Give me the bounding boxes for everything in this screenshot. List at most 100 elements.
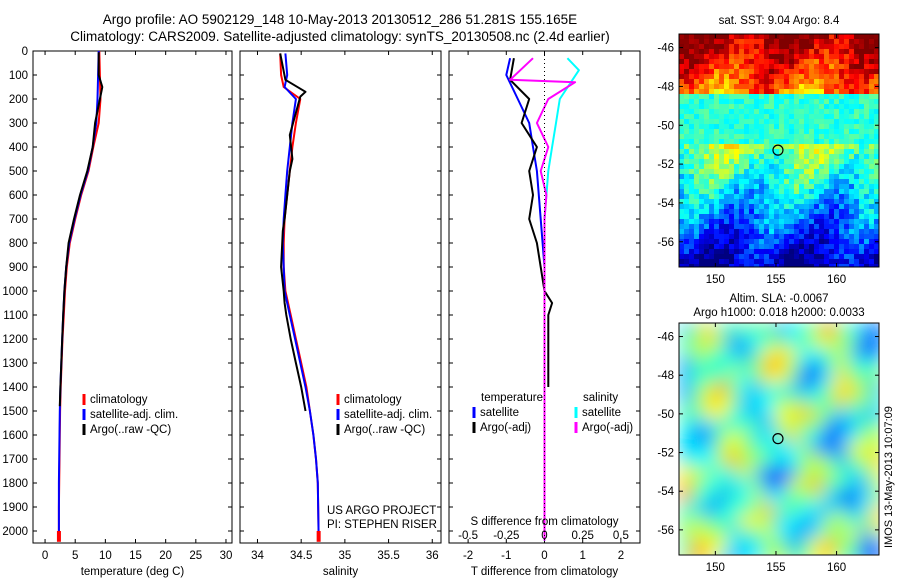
map-cell — [859, 174, 865, 180]
map-cell — [703, 383, 716, 396]
map-cell — [709, 34, 715, 40]
map-cell — [699, 49, 705, 55]
map-cell — [734, 119, 740, 125]
map-cell — [811, 479, 824, 492]
map-cell — [754, 144, 760, 150]
map-cell — [874, 124, 879, 130]
map-cell — [734, 64, 740, 70]
map-cell — [869, 134, 875, 140]
map-cell — [874, 89, 879, 95]
map-cell — [764, 64, 770, 70]
map-cell — [744, 219, 750, 225]
map-cell — [724, 109, 730, 115]
map-cell — [844, 194, 850, 200]
map-cell — [779, 219, 785, 225]
map-cell — [789, 49, 795, 55]
map-cell — [789, 139, 795, 145]
map-cell — [864, 124, 870, 130]
map-cell — [714, 49, 720, 55]
map-cell — [804, 64, 810, 70]
map-cell — [699, 129, 705, 135]
map-cell — [727, 539, 740, 552]
map-cell — [714, 159, 720, 165]
map-cell — [704, 124, 710, 130]
map-cell — [749, 149, 755, 155]
map-cell — [759, 129, 765, 135]
map-cell — [704, 54, 710, 60]
map-cell — [684, 229, 690, 235]
map-cell — [739, 539, 752, 552]
map-cell — [691, 371, 704, 384]
map-cell — [809, 74, 815, 80]
map-cell — [874, 244, 879, 250]
map-cell — [684, 129, 690, 135]
map-y-tick-label: -50 — [657, 409, 674, 421]
map-cell — [829, 164, 835, 170]
map-cell — [834, 259, 840, 265]
map-cell — [699, 159, 705, 165]
map-cell — [794, 79, 800, 85]
map-cell — [784, 39, 790, 45]
map-cell — [724, 84, 730, 90]
map-cell — [679, 34, 685, 40]
map-cell — [724, 139, 730, 145]
map-cell — [689, 64, 695, 70]
map-cell — [775, 479, 788, 492]
map-cell — [684, 254, 690, 260]
map-cell — [829, 239, 835, 245]
map-cell — [874, 164, 879, 170]
map-cell — [704, 239, 710, 245]
map-cell — [789, 99, 795, 105]
map-cell — [724, 54, 730, 60]
map-cell — [684, 39, 690, 45]
map-cell — [754, 154, 760, 160]
map-cell — [784, 134, 790, 140]
map-cell — [727, 335, 740, 348]
map-cell — [839, 59, 845, 65]
map-cell — [729, 159, 735, 165]
sla-blobs — [679, 323, 879, 555]
map-cell — [809, 249, 815, 255]
map-cell — [764, 264, 770, 267]
map-cell — [784, 129, 790, 135]
map-cell — [784, 94, 790, 100]
map-cell — [759, 109, 765, 115]
map-cell — [844, 74, 850, 80]
map-cell — [784, 104, 790, 110]
map-cell — [769, 184, 775, 190]
map-cell — [869, 174, 875, 180]
map-cell — [751, 491, 764, 504]
map-cell — [829, 59, 835, 65]
map-cell — [727, 503, 740, 516]
map-cell — [844, 244, 850, 250]
map-cell — [844, 219, 850, 225]
map-cell — [839, 184, 845, 190]
map-cell — [703, 431, 716, 444]
map-cell — [699, 149, 705, 155]
map-cell — [763, 455, 776, 468]
map-cell — [794, 39, 800, 45]
map-cell — [763, 347, 776, 360]
map-cell — [714, 39, 720, 45]
map-cell — [799, 99, 805, 105]
map-cell — [794, 194, 800, 200]
map-cell — [794, 169, 800, 175]
map-cell — [839, 84, 845, 90]
map-cell — [714, 229, 720, 235]
map-cell — [871, 515, 879, 528]
map-cell — [704, 229, 710, 235]
map-cell — [789, 114, 795, 120]
map-cell — [779, 139, 785, 145]
map-cell — [715, 443, 728, 456]
map-cell — [794, 159, 800, 165]
map-cell — [799, 347, 812, 360]
map-cell — [763, 479, 776, 492]
map-cell — [789, 259, 795, 265]
x-tick-label: 2 — [618, 550, 624, 562]
map-cell — [811, 455, 824, 468]
map-cell — [769, 114, 775, 120]
map-cell — [689, 84, 695, 90]
map-cell — [804, 169, 810, 175]
map-cell — [739, 59, 745, 65]
map-cell — [739, 224, 745, 230]
